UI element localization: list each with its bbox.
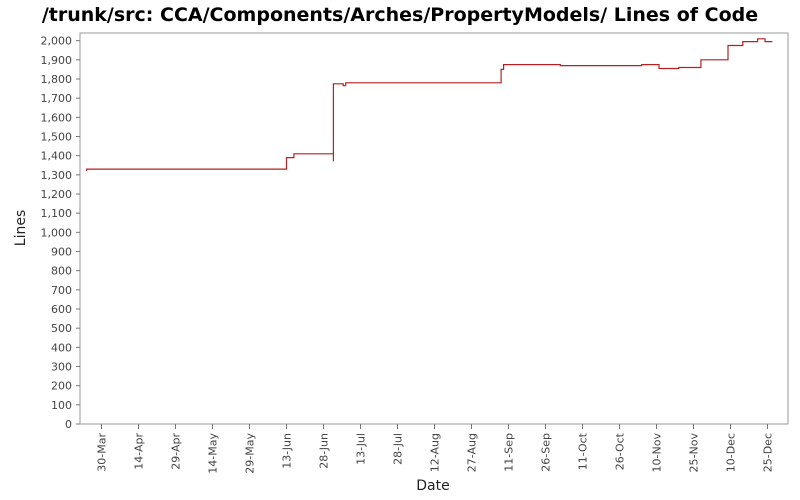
y-axis-label: Lines	[13, 210, 29, 246]
y-tick-label: 400	[51, 341, 72, 354]
y-tick-label: 1,700	[41, 92, 73, 105]
x-tick-label: 26-Sep	[540, 433, 553, 472]
x-tick-label: 30-Mar	[96, 433, 109, 472]
y-tick-label: 200	[51, 380, 72, 393]
series-line	[86, 38, 773, 171]
y-tick-label: 1,500	[41, 131, 73, 144]
chart-title: /trunk/src: CCA/Components/Arches/Proper…	[42, 4, 758, 26]
x-tick-label: 27-Aug	[466, 433, 479, 472]
y-tick-label: 600	[51, 303, 72, 316]
y-tick-label: 900	[51, 246, 72, 259]
x-tick-label: 25-Dec	[762, 433, 775, 472]
x-tick-label: 28-Jun	[318, 433, 331, 469]
y-tick-label: 1,200	[41, 188, 73, 201]
x-tick-label: 11-Oct	[577, 432, 590, 470]
x-tick-label: 12-Aug	[429, 433, 442, 472]
x-tick-label: 13-Jul	[355, 433, 368, 465]
x-tick-label: 10-Nov	[651, 433, 664, 473]
x-tick-label: 28-Jul	[392, 433, 405, 465]
y-tick-label: 1,100	[41, 207, 73, 220]
y-tick-label: 500	[51, 322, 72, 335]
y-tick-label: 1,900	[41, 54, 73, 67]
x-tick-label: 26-Oct	[614, 432, 627, 470]
x-tick-label: 14-Apr	[133, 433, 146, 470]
x-tick-label: 14-May	[207, 433, 220, 474]
x-axis: 30-Mar 14-Apr 29-Apr 14-May 29-May 13-Jun 28-J…	[96, 424, 775, 474]
series-layer	[86, 38, 773, 171]
y-tick-label: 100	[51, 399, 72, 412]
x-tick-label: 29-Apr	[170, 433, 183, 470]
y-tick-label: 0	[65, 418, 72, 431]
y-tick-label: 2,000	[41, 35, 73, 48]
x-tick-label: 29-May	[244, 433, 257, 474]
y-tick-label: 1,300	[41, 169, 73, 182]
x-tick-label: 11-Sep	[503, 433, 516, 472]
y-tick-label: 1,000	[41, 226, 73, 239]
x-tick-label: 10-Dec	[725, 433, 738, 472]
y-tick-label: 1,400	[41, 150, 73, 163]
plot-area	[79, 32, 789, 425]
y-tick-label: 1,600	[41, 111, 73, 124]
y-tick-label: 700	[51, 284, 72, 297]
y-tick-label: 1,800	[41, 73, 73, 86]
y-tick-label: 300	[51, 361, 72, 374]
x-tick-label: 13-Jun	[281, 433, 294, 469]
x-axis-label: Date	[416, 478, 449, 494]
y-tick-label: 800	[51, 265, 72, 278]
y-axis: 0 100 200 300 400 500 600 700 800 900 1,000 1,100 1,…	[41, 35, 80, 431]
x-tick-label: 25-Nov	[688, 433, 701, 473]
